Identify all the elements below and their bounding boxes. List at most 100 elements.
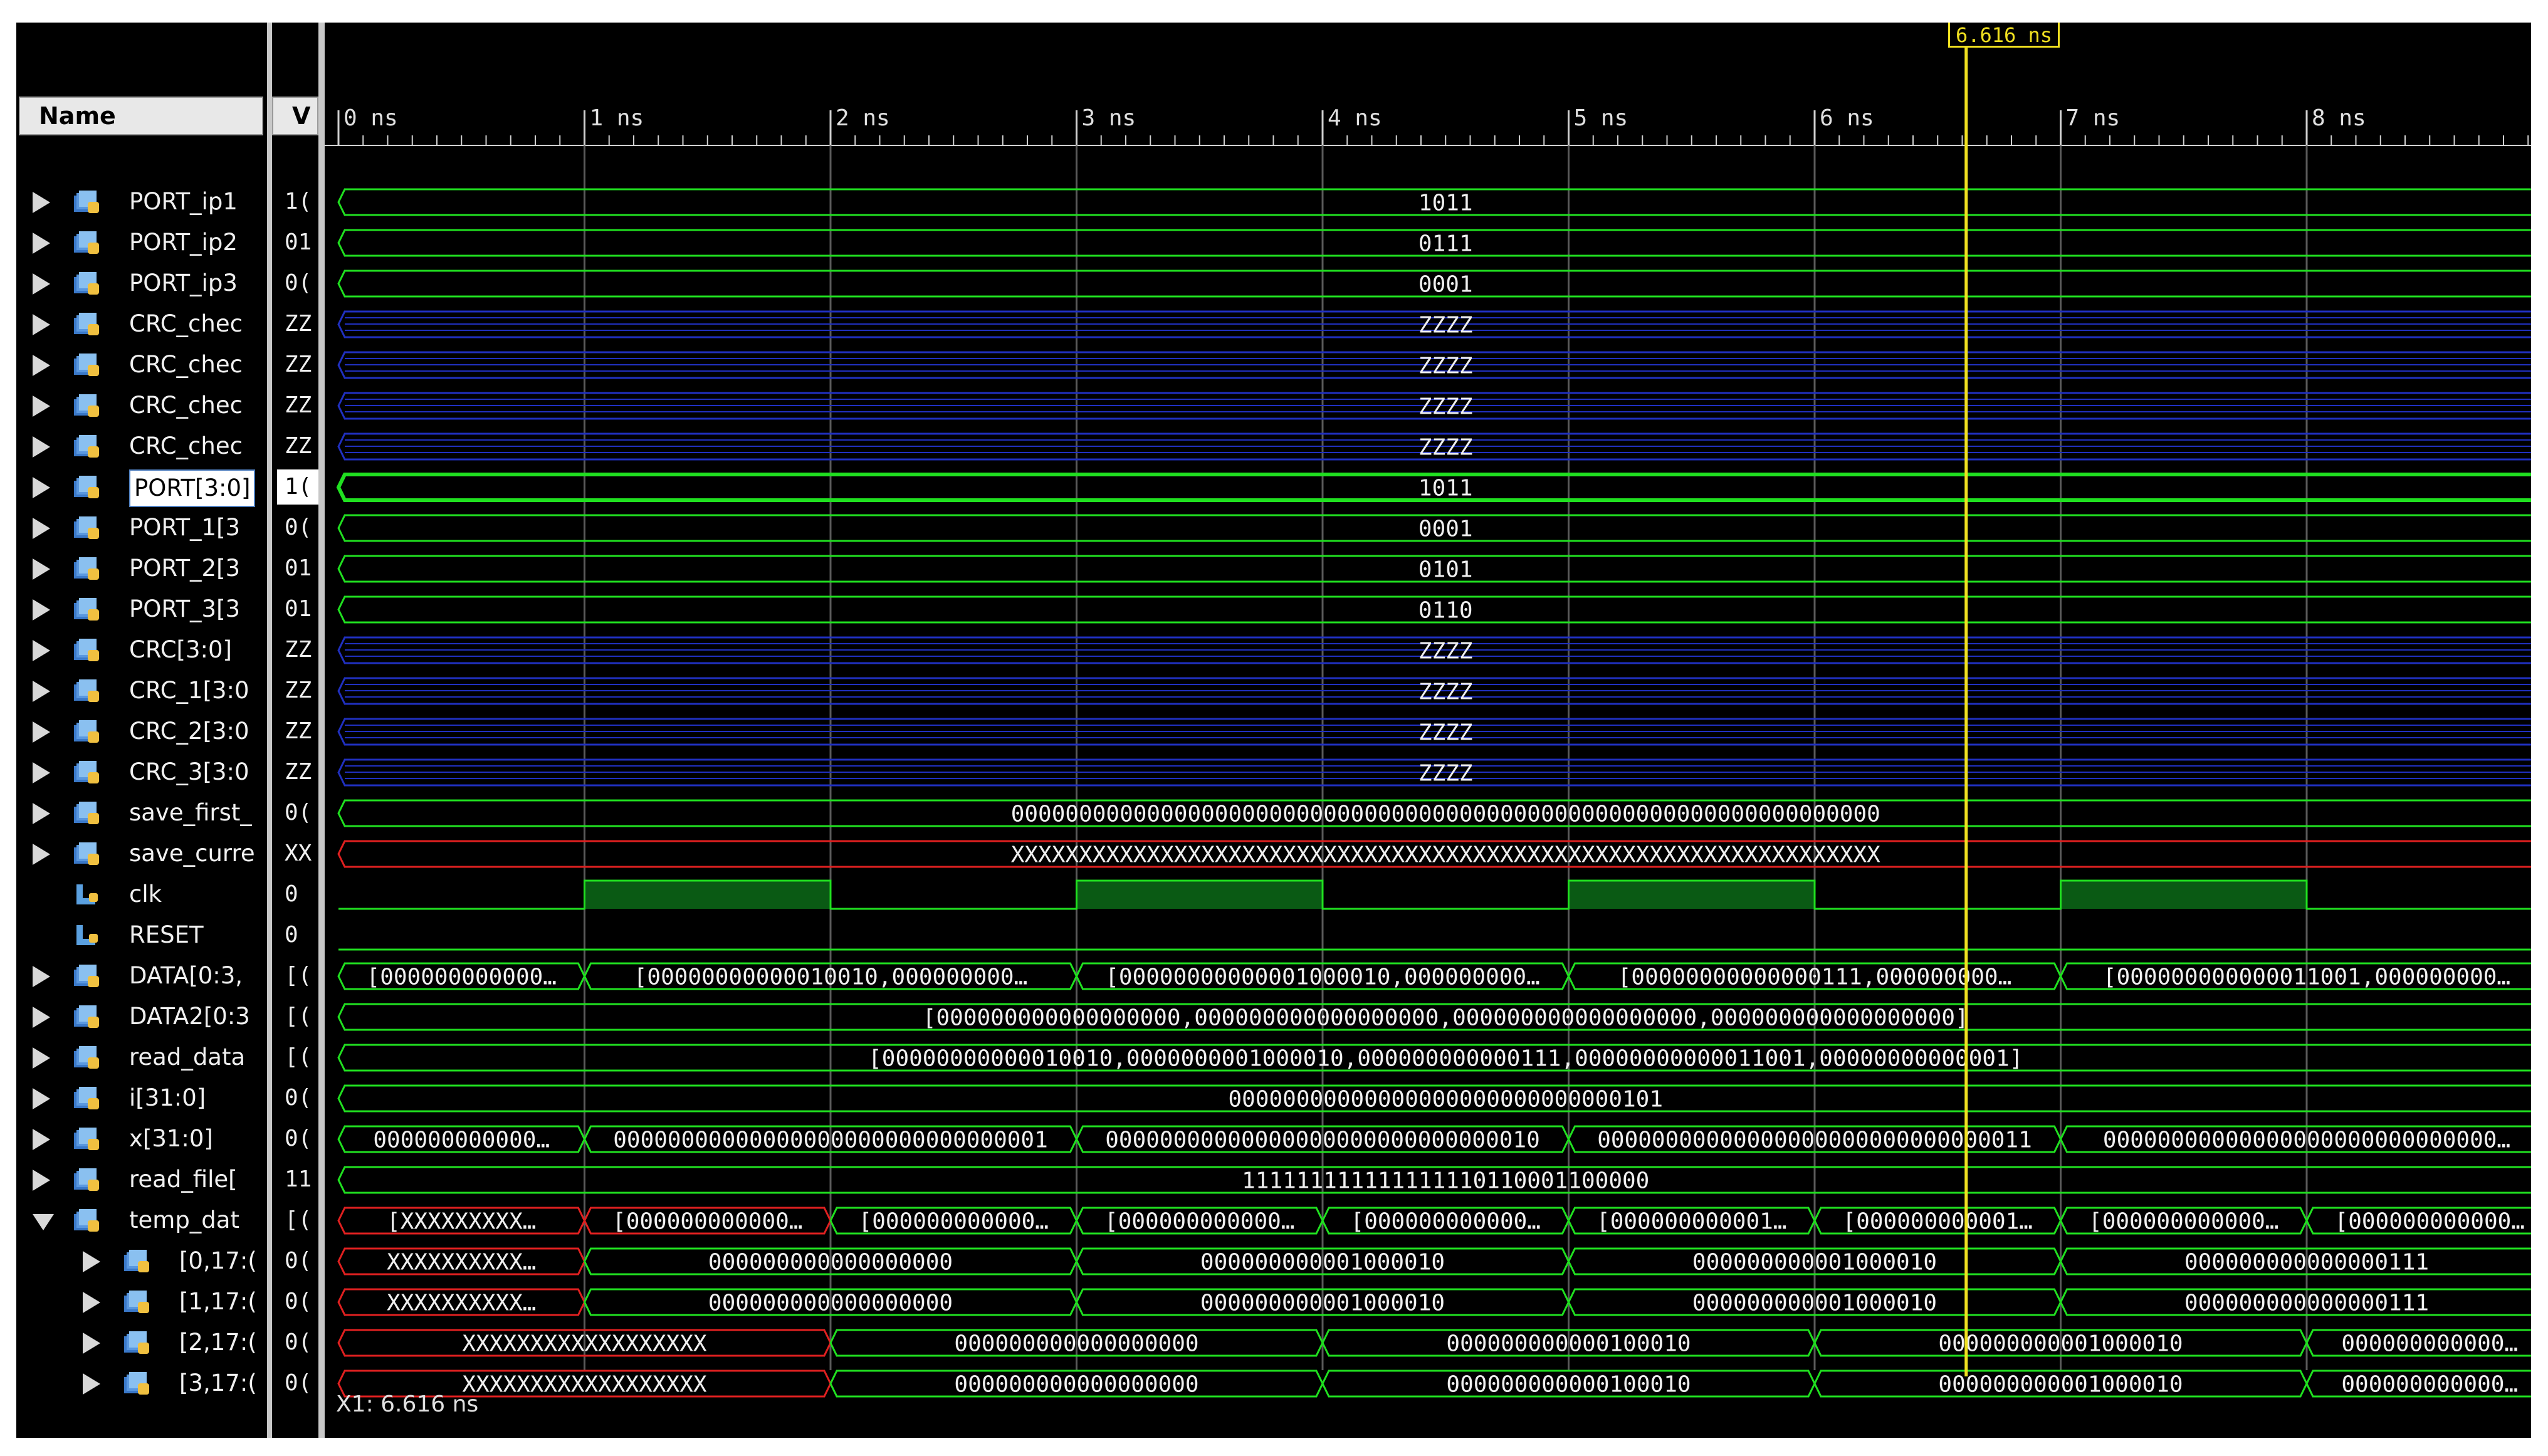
- signal-waveform[interactable]: XXXXXXXXXXXXXXXXXX 000000000000000000 0000…: [337, 1370, 2531, 1398]
- single-signal-icon: [73, 882, 102, 908]
- expand-arrow-icon[interactable]: [83, 1373, 100, 1395]
- signal-row[interactable]: CRC_chec: [16, 426, 267, 467]
- signal-row[interactable]: temp_dat: [16, 1200, 267, 1241]
- signal-waveform[interactable]: ZZZZ: [337, 392, 2531, 420]
- signal-waveform[interactable]: 00000000000000000000000000000101: [337, 1084, 2531, 1113]
- signal-waveform[interactable]: 0110: [337, 595, 2531, 624]
- bus-value-label: 000000000001000010: [1200, 1291, 1445, 1316]
- expand-arrow-icon[interactable]: [33, 355, 50, 376]
- signal-waveform[interactable]: ZZZZ: [337, 758, 2531, 787]
- signal-row[interactable]: DATA2[0:3: [16, 997, 267, 1037]
- expand-arrow-icon[interactable]: [33, 1007, 50, 1028]
- value-column-header[interactable]: V: [272, 97, 318, 135]
- expand-arrow-icon[interactable]: [33, 314, 50, 335]
- signal-waveform[interactable]: 0111: [337, 229, 2531, 257]
- signal-row[interactable]: CRC_1[3:0: [16, 671, 267, 711]
- signal-row[interactable]: CRC_chec: [16, 304, 267, 345]
- signal-row[interactable]: clk: [16, 874, 267, 915]
- signal-waveform[interactable]: XXXXXXXXXXXXXXXXXXXXXXXXXXXXXXXXXXXXXXXX…: [337, 840, 2531, 868]
- collapse-arrow-icon[interactable]: [33, 1214, 54, 1230]
- signal-row[interactable]: CRC_2[3:0: [16, 711, 267, 752]
- expand-arrow-icon[interactable]: [33, 395, 50, 417]
- signal-row[interactable]: RESET: [16, 915, 267, 956]
- expand-arrow-icon[interactable]: [33, 1088, 50, 1109]
- signal-waveform[interactable]: [338, 879, 2531, 910]
- signal-waveform[interactable]: ZZZZ: [337, 310, 2531, 338]
- signal-waveform[interactable]: [000000000000… [00000000000010010,0000000…: [337, 962, 2531, 990]
- expand-arrow-icon[interactable]: [83, 1251, 100, 1272]
- signal-row[interactable]: PORT_1[3: [16, 508, 267, 548]
- signal-row[interactable]: CRC_3[3:0: [16, 752, 267, 793]
- signal-row[interactable]: [3,17:(: [16, 1363, 267, 1404]
- signal-waveform[interactable]: ZZZZ: [337, 636, 2531, 664]
- expand-arrow-icon[interactable]: [33, 844, 50, 865]
- expand-arrow-icon[interactable]: [33, 436, 50, 458]
- expand-arrow-icon[interactable]: [83, 1292, 100, 1313]
- signal-waveform[interactable]: ZZZZ: [337, 351, 2531, 379]
- signal-waveform[interactable]: 0101: [337, 555, 2531, 583]
- signal-waveform[interactable]: 0001: [337, 514, 2531, 542]
- signal-row[interactable]: x[31:0]: [16, 1119, 267, 1160]
- expand-arrow-icon[interactable]: [33, 803, 50, 824]
- expand-arrow-icon[interactable]: [33, 273, 50, 295]
- signal-waveform[interactable]: ZZZZ: [337, 677, 2531, 705]
- signal-waveform[interactable]: XXXXXXXXXX… 000000000000000000 00000000000…: [337, 1288, 2531, 1316]
- signal-waveform[interactable]: [XXXXXXXXX… [000000000000… [000000000000… […: [337, 1207, 2531, 1235]
- signal-waveform[interactable]: 0001: [337, 270, 2531, 298]
- timeline-ruler[interactable]: 0 ns 1 ns 2 ns 3 ns 4 ns 5 ns 6 ns 7 ns 8 ns: [325, 105, 2531, 146]
- expand-arrow-icon[interactable]: [33, 966, 50, 987]
- expand-arrow-icon[interactable]: [33, 477, 50, 498]
- expand-arrow-icon[interactable]: [33, 558, 50, 580]
- signal-row[interactable]: i[31:0]: [16, 1078, 267, 1119]
- signal-name: PORT[3:0]: [129, 469, 256, 507]
- panel-splitter[interactable]: [267, 23, 272, 1438]
- expand-arrow-icon[interactable]: [33, 640, 50, 661]
- expand-arrow-icon[interactable]: [33, 762, 50, 783]
- expand-arrow-icon[interactable]: [83, 1333, 100, 1354]
- signal-row[interactable]: PORT_ip1: [16, 182, 267, 223]
- expand-arrow-icon[interactable]: [33, 1170, 50, 1191]
- signal-waveform[interactable]: 1011: [337, 188, 2531, 216]
- bus-segment: [1813, 1329, 2308, 1357]
- signal-waveform[interactable]: 111111111111111110110001100000: [337, 1166, 2531, 1194]
- signal-waveform[interactable]: 000000000000… 000000000000000000000000000…: [337, 1125, 2531, 1153]
- bus-value-label: 00000000000000000000000000000…: [2103, 1128, 2510, 1153]
- expand-arrow-icon[interactable]: [33, 1129, 50, 1150]
- signal-row[interactable]: PORT_2[3: [16, 548, 267, 589]
- expand-arrow-icon[interactable]: [33, 721, 50, 743]
- signal-row[interactable]: [2,17:(: [16, 1322, 267, 1363]
- signal-waveform[interactable]: XXXXXXXXXX… 000000000000000000 00000000000…: [337, 1247, 2531, 1275]
- signal-waveform[interactable]: [00000000000010010,0000000001000010,0000…: [337, 1044, 2531, 1072]
- expand-arrow-icon[interactable]: [33, 681, 50, 702]
- signal-row[interactable]: save_first_: [16, 793, 267, 834]
- signal-waveform[interactable]: [000000000000000000,000000000000000000,0…: [337, 1003, 2531, 1031]
- signal-waveform[interactable]: ZZZZ: [337, 432, 2531, 461]
- signal-row[interactable]: CRC_chec: [16, 345, 267, 385]
- signal-row[interactable]: PORT[3:0]: [16, 467, 267, 508]
- waveform-area[interactable]: 0 ns 1 ns 2 ns 3 ns 4 ns 5 ns 6 ns 7 ns 8 ns 1011…: [325, 23, 2531, 1438]
- bus-segment: [1075, 1288, 1570, 1316]
- expand-arrow-icon[interactable]: [33, 1047, 50, 1069]
- expand-arrow-icon[interactable]: [33, 518, 50, 539]
- signal-row[interactable]: PORT_3[3: [16, 589, 267, 630]
- signal-row[interactable]: read_data: [16, 1037, 267, 1078]
- panel-splitter-2[interactable]: [318, 23, 325, 1438]
- expand-arrow-icon[interactable]: [33, 192, 50, 213]
- cursor-time-label[interactable]: 6.616 ns: [1948, 23, 2060, 48]
- signal-row[interactable]: read_file[: [16, 1160, 267, 1200]
- signal-row[interactable]: CRC[3:0]: [16, 630, 267, 671]
- signal-row[interactable]: save_curre: [16, 834, 267, 874]
- expand-arrow-icon[interactable]: [33, 599, 50, 621]
- signal-row[interactable]: CRC_chec: [16, 385, 267, 426]
- signal-waveform[interactable]: XXXXXXXXXXXXXXXXXX 000000000000000000 0000…: [337, 1329, 2531, 1357]
- signal-row[interactable]: PORT_ip3: [16, 263, 267, 304]
- signal-row[interactable]: DATA[0:3,: [16, 956, 267, 997]
- name-column-header[interactable]: Name: [19, 97, 263, 135]
- signal-waveform[interactable]: 1011: [336, 473, 2531, 502]
- signal-row[interactable]: [1,17:(: [16, 1282, 267, 1322]
- expand-arrow-icon[interactable]: [33, 233, 50, 254]
- signal-waveform[interactable]: 0000000000000000000000000000000000000000…: [337, 799, 2531, 827]
- signal-row[interactable]: [0,17:(: [16, 1241, 267, 1282]
- signal-waveform[interactable]: ZZZZ: [337, 718, 2531, 746]
- signal-row[interactable]: PORT_ip2: [16, 223, 267, 263]
